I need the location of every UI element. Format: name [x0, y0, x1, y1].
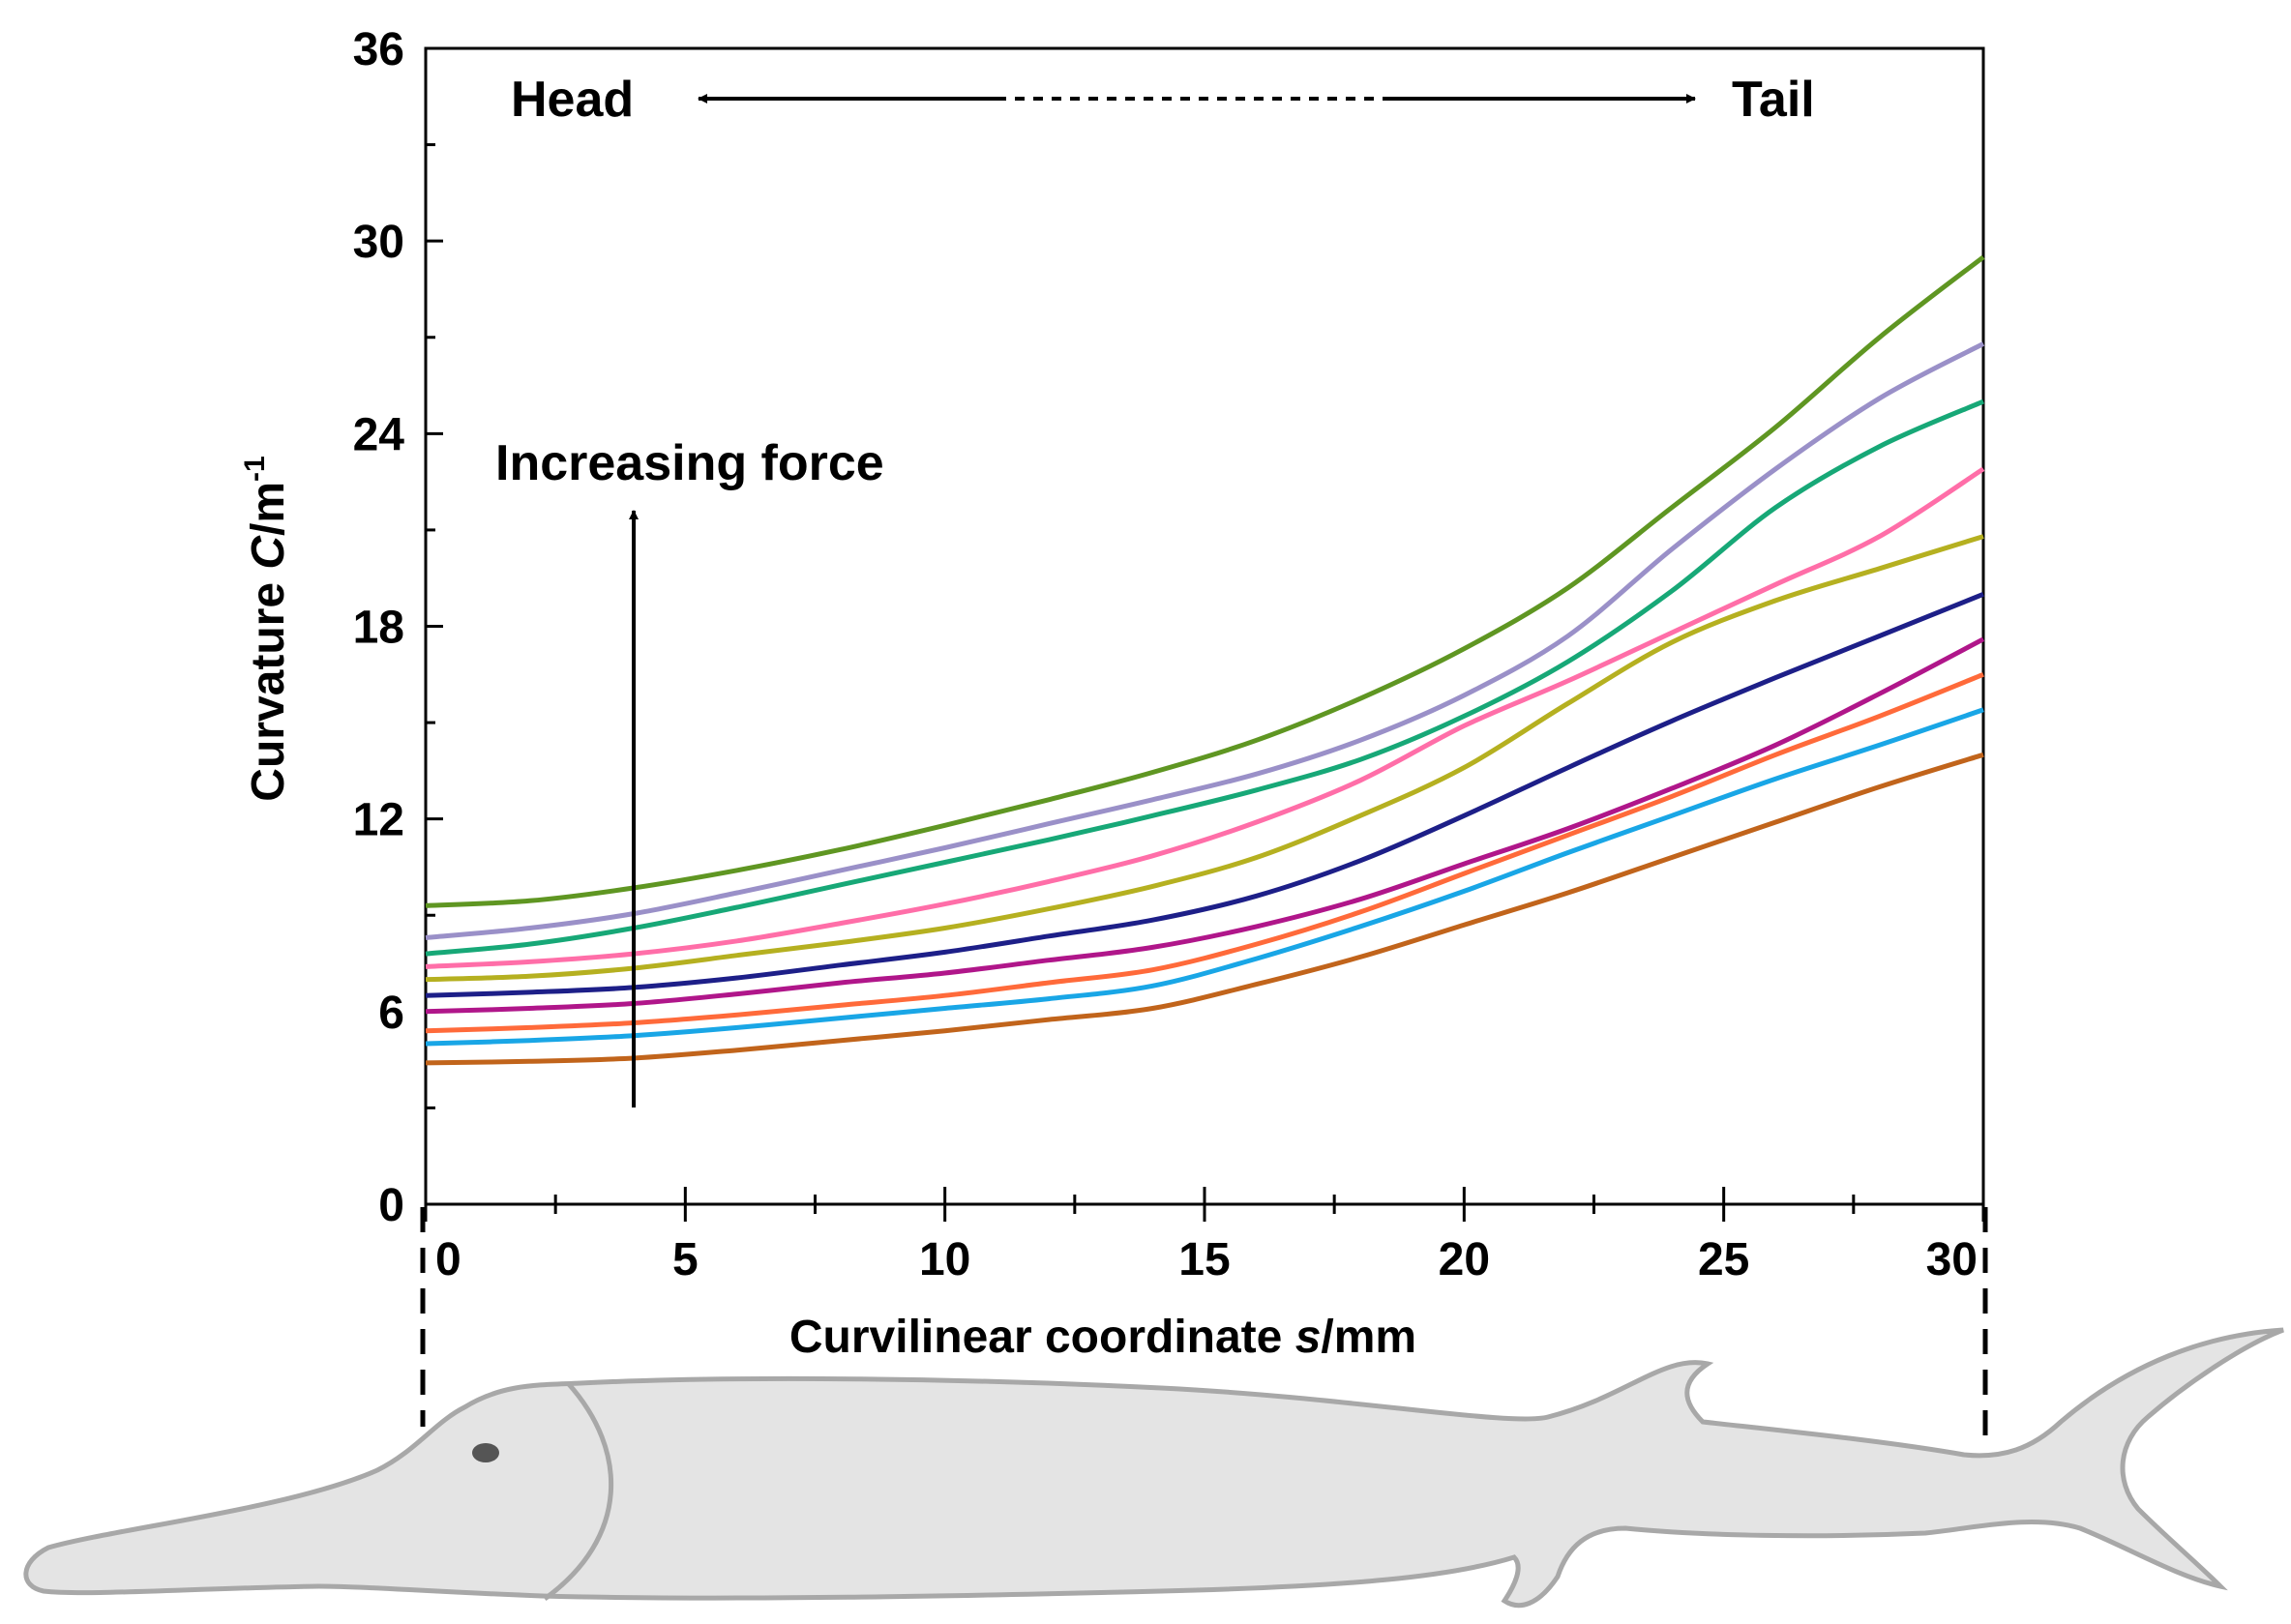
series-line-5 [425, 591, 1984, 998]
x-tick-label: 20 [1439, 1234, 1490, 1285]
x-tick-label: 5 [672, 1234, 699, 1285]
x-tick-label: 10 [919, 1234, 970, 1285]
series-line-4 [425, 636, 1985, 1015]
x-axis-tick-labels: 0 5 10 15 20 25 30 [435, 1234, 1978, 1285]
x-tick-label: 0 [435, 1234, 461, 1285]
y-tick-label: 24 [353, 409, 405, 460]
fish-illustration [23, 1327, 2284, 1609]
fish-eye [472, 1443, 499, 1462]
x-tick-label: 15 [1178, 1234, 1230, 1285]
tail-label: Tail [1732, 72, 1815, 128]
y-tick-label: 12 [353, 795, 404, 846]
y-tick-label: 18 [353, 603, 404, 654]
y-tick-label: 0 [378, 1180, 404, 1231]
y-tick-label: 30 [353, 217, 404, 268]
y-axis-title: Curvature C/m-1 [239, 456, 294, 801]
y-tick-label: 6 [378, 988, 404, 1039]
fish-gill-line [543, 1381, 614, 1602]
series-line-3 [425, 671, 1984, 1034]
x-tick-label: 25 [1698, 1234, 1749, 1285]
series-line-6 [425, 534, 1984, 983]
series-line-8 [425, 399, 1984, 957]
x-axis-ticks [424, 1187, 1985, 1222]
increasing-force-label: Increasing force [495, 435, 884, 491]
plot-frame [424, 46, 1985, 1206]
fish-body [23, 1327, 2284, 1609]
series-line-1 [425, 752, 1984, 1066]
series-line-9 [425, 341, 1985, 940]
y-axis-tick-labels: 0 6 12 18 24 30 36 [353, 24, 405, 1231]
series-line-10 [425, 254, 1985, 908]
y-tick-label: 36 [353, 24, 404, 75]
series-line-2 [425, 707, 1984, 1047]
series-line-7 [425, 466, 1985, 969]
x-axis-title: Curvilinear coordinate s/mm [789, 1312, 1416, 1363]
x-tick-label: 30 [1926, 1234, 1978, 1285]
head-label: Head [511, 72, 634, 128]
series-lines [425, 254, 1985, 1066]
